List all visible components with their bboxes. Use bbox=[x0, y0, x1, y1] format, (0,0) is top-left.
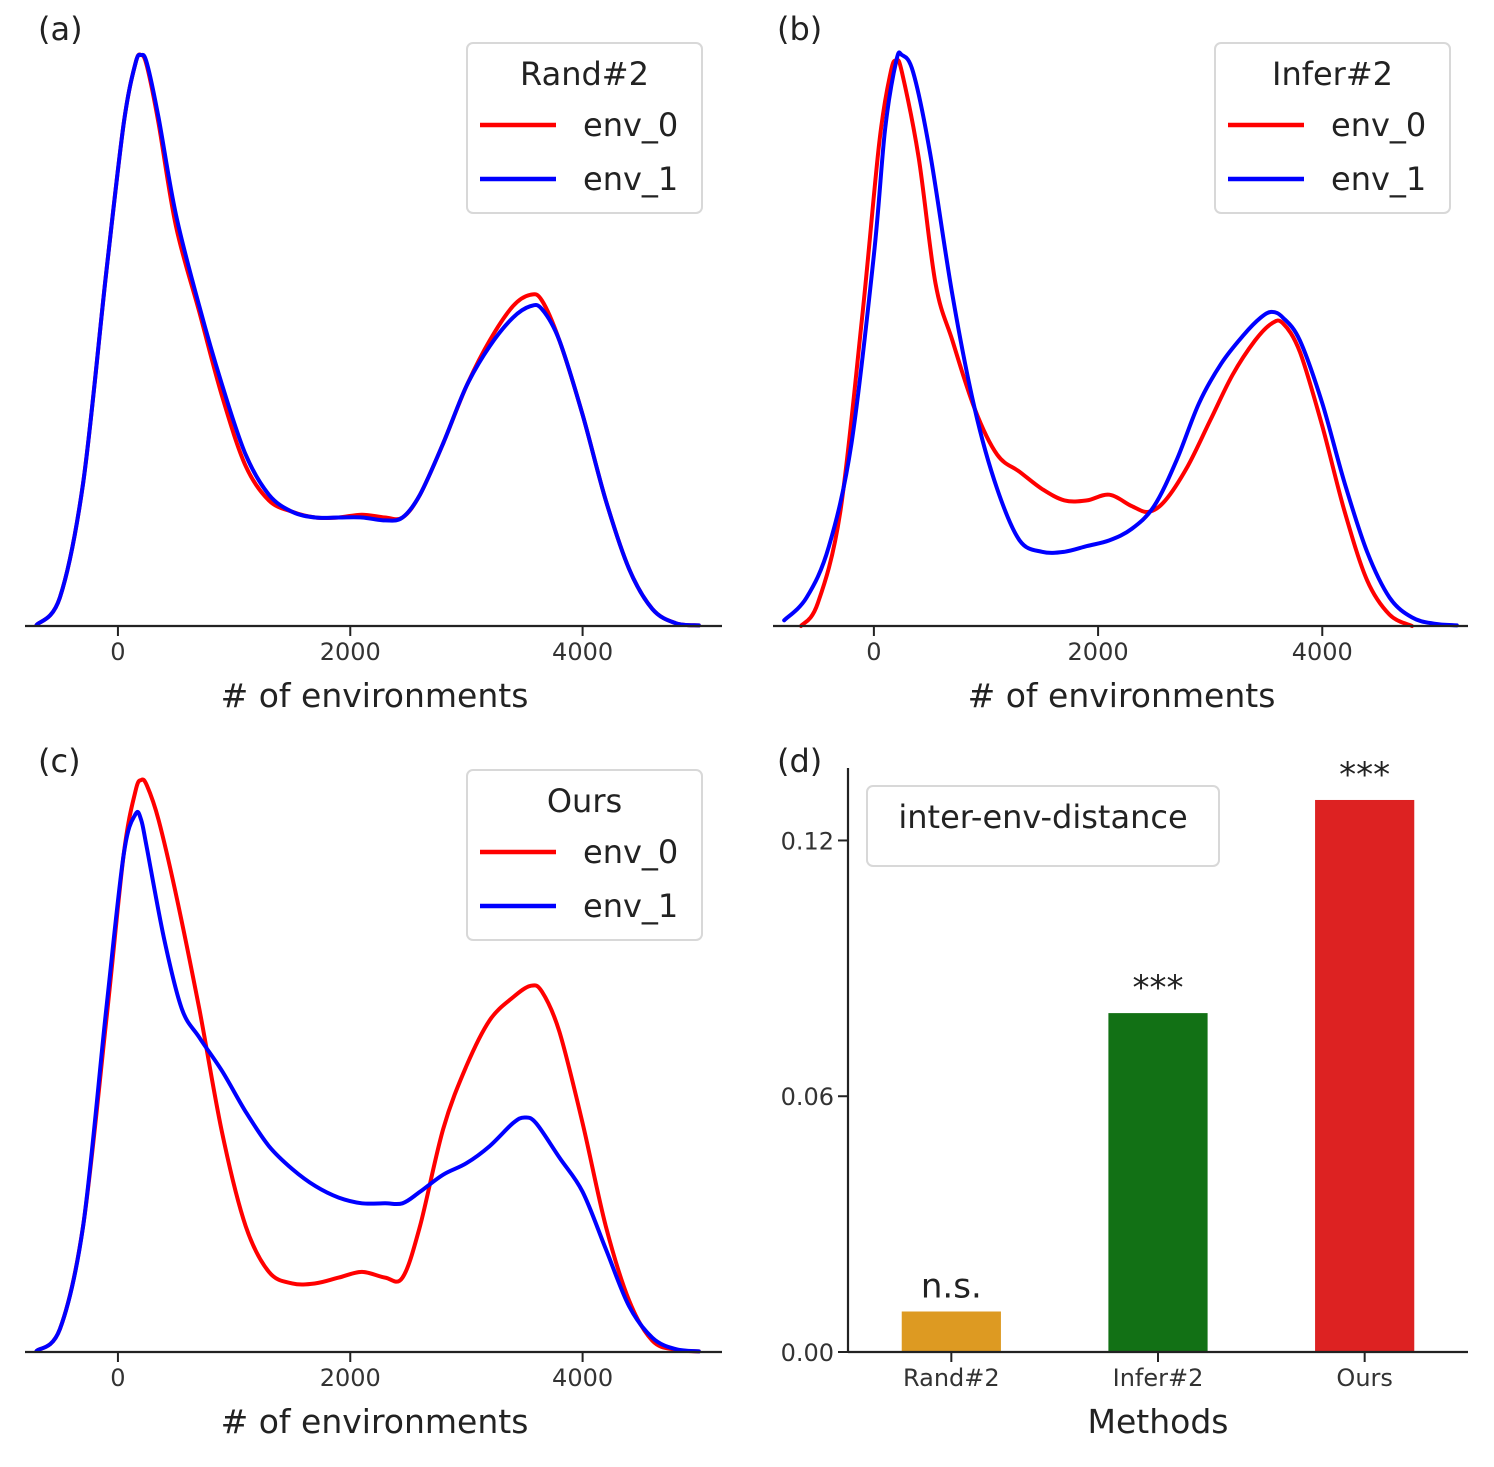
bar-Rand#2 bbox=[901, 1311, 1001, 1352]
legend-title: Rand#2 bbox=[520, 55, 649, 93]
y-tick-label: 0.12 bbox=[781, 827, 834, 855]
x-axis-label: Methods bbox=[1088, 1402, 1229, 1441]
significance-label: *** bbox=[1133, 968, 1184, 1008]
x-tick-label: 2000 bbox=[320, 638, 381, 666]
bar-Ours bbox=[1315, 799, 1415, 1352]
x-axis-label: # of environments bbox=[221, 1402, 529, 1441]
x-axis-label: # of environments bbox=[968, 676, 1276, 715]
series-line-env_0 bbox=[34, 777, 701, 1354]
series-line-env_1 bbox=[782, 50, 1459, 628]
bar-Infer#2 bbox=[1108, 1013, 1208, 1352]
panel-b: (b) 0 2000 4000 # of environments Infer#2 env_… bbox=[773, 10, 1468, 715]
legend: inter-env-distance bbox=[866, 785, 1220, 867]
panel-label: (b) bbox=[777, 10, 822, 48]
series-line-env_1 bbox=[34, 809, 701, 1354]
y-tick-label: 0.06 bbox=[781, 1083, 834, 1111]
legend-label-env_0: env_0 bbox=[1331, 106, 1426, 144]
x-tick-label: 0 bbox=[110, 638, 125, 666]
legend-title: inter-env-distance bbox=[898, 798, 1187, 836]
series-line-env_1 bbox=[34, 52, 701, 628]
legend: Ours env_0 env_1 bbox=[466, 769, 703, 941]
x-tick-label: Infer#2 bbox=[1113, 1364, 1204, 1392]
legend: Infer#2 env_0 env_1 bbox=[1214, 42, 1451, 214]
legend-label-env_1: env_1 bbox=[1331, 160, 1426, 198]
panel-d: (d) n.s. *** *** 0.00 0.06 0.12 Rand#2 Infer#2 Ou… bbox=[777, 742, 1468, 1441]
panel-label: (c) bbox=[38, 742, 81, 780]
legend-box bbox=[1214, 42, 1451, 214]
legend-label-env_1: env_1 bbox=[583, 887, 678, 925]
legend-label-env_0: env_0 bbox=[583, 106, 678, 144]
x-tick-label: 4000 bbox=[1292, 638, 1353, 666]
x-tick-label: 0 bbox=[110, 1364, 125, 1392]
panel-label: (d) bbox=[777, 742, 822, 780]
x-tick-label: Ours bbox=[1336, 1364, 1392, 1392]
legend-label-env_0: env_0 bbox=[583, 833, 678, 871]
legend-box bbox=[466, 42, 703, 214]
significance-label: *** bbox=[1339, 755, 1390, 795]
panel-label: (a) bbox=[38, 10, 83, 48]
x-tick-label: 2000 bbox=[320, 1364, 381, 1392]
panel-a: (a) 0 2000 4000 # of environments Rand#2 env_0… bbox=[25, 10, 722, 715]
legend-title: Ours bbox=[547, 782, 622, 820]
legend-box bbox=[866, 785, 1220, 867]
x-tick-label: Rand#2 bbox=[903, 1364, 1000, 1392]
x-tick-label: 4000 bbox=[552, 638, 613, 666]
significance-label: n.s. bbox=[921, 1267, 982, 1307]
panel-c: (c) 0 2000 4000 # of environments Ours env_0en… bbox=[25, 742, 722, 1441]
legend: Rand#2 env_0 env_1 bbox=[466, 42, 703, 214]
x-tick-label: 4000 bbox=[552, 1364, 613, 1392]
legend-title: Infer#2 bbox=[1272, 55, 1393, 93]
legend-box bbox=[466, 769, 703, 941]
x-axis-label: # of environments bbox=[221, 676, 529, 715]
y-tick-label: 0.00 bbox=[781, 1339, 834, 1367]
x-tick-label: 2000 bbox=[1068, 638, 1129, 666]
series-line-env_0 bbox=[799, 58, 1414, 628]
legend-label-env_1: env_1 bbox=[583, 160, 678, 198]
x-tick-label: 0 bbox=[866, 638, 881, 666]
